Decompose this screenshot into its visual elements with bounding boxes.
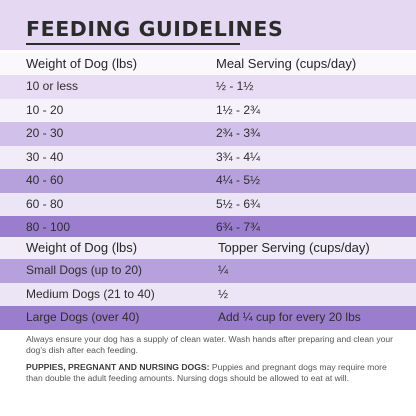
serving-cell: ½ - 1½ (216, 79, 254, 93)
weight-header: Weight of Dog (lbs) (26, 240, 138, 255)
table-row: 60 - 80 5½ - 6¾ (0, 192, 416, 216)
weight-cell: 10 or less (26, 79, 79, 93)
serving-cell: 4¼ - 5½ (216, 173, 261, 187)
topper-cell: Add ¼ cup for every 20 lbs (218, 310, 361, 324)
feeding-notes: Always ensure your dog has a supply of c… (26, 334, 398, 390)
table-row: Large Dogs (over 40) Add ¼ cup for every… (0, 306, 416, 330)
topper-cell: ¼ (218, 263, 229, 277)
page-title: FEEDING GUIDELINES (26, 17, 284, 41)
weight-cell: 10 - 20 (26, 102, 64, 117)
weight-cell: 30 - 40 (26, 149, 64, 164)
puppies-note: PUPPIES, PREGNANT AND NURSING DOGS: Pupp… (26, 362, 398, 384)
serving-cell: 2¾ - 3¾ (216, 126, 261, 140)
meal-serving-header: Meal Serving (cups/day) (216, 56, 357, 71)
water-note: Always ensure your dog has a supply of c… (26, 334, 394, 355)
table-row: 80 - 100 6¾ - 7¾ (0, 216, 416, 240)
weight-cell: 40 - 60 (26, 173, 64, 187)
table-row: Medium Dogs (21 to 40) ½ (0, 282, 416, 306)
weight-cell: 60 - 80 (26, 196, 64, 211)
table-row: 20 - 30 2¾ - 3¾ (0, 122, 416, 146)
meal-serving-table: Weight of Dog (lbs) Meal Serving (cups/d… (0, 53, 416, 240)
serving-cell: 6¾ - 7¾ (216, 220, 261, 234)
topper-serving-header: Topper Serving (cups/day) (218, 240, 370, 255)
puppies-label: PUPPIES, PREGNANT AND NURSING DOGS: (26, 362, 210, 372)
dog-size-cell: Large Dogs (over 40) (26, 310, 140, 324)
weight-header: Weight of Dog (lbs) (26, 56, 138, 71)
dog-size-cell: Medium Dogs (21 to 40) (26, 286, 155, 301)
topper-serving-table: Weight of Dog (lbs) Topper Serving (cups… (0, 237, 416, 330)
title-band: FEEDING GUIDELINES (0, 0, 416, 50)
table-row: 40 - 60 4¼ - 5½ (0, 169, 416, 193)
table-row: 10 or less ½ - 1½ (0, 75, 416, 99)
topper-cell: ½ (218, 286, 229, 301)
weight-cell: 20 - 30 (26, 126, 64, 140)
meal-table-header: Weight of Dog (lbs) Meal Serving (cups/d… (0, 53, 416, 75)
serving-cell: 5½ - 6¾ (216, 196, 261, 211)
dog-size-cell: Small Dogs (up to 20) (26, 263, 143, 277)
table-row: 30 - 40 3¾ - 4¼ (0, 145, 416, 169)
topper-table-header: Weight of Dog (lbs) Topper Serving (cups… (0, 237, 416, 259)
puppies-text: Puppies and pregnant dogs may require mo… (26, 362, 387, 383)
weight-cell: 80 - 100 (26, 220, 71, 234)
serving-cell: 3¾ - 4¼ (216, 149, 261, 164)
table-row: Small Dogs (up to 20) ¼ (0, 259, 416, 283)
table-row: 10 - 20 1½ - 2¾ (0, 98, 416, 122)
title-underline (26, 43, 240, 45)
serving-cell: 1½ - 2¾ (216, 102, 261, 117)
